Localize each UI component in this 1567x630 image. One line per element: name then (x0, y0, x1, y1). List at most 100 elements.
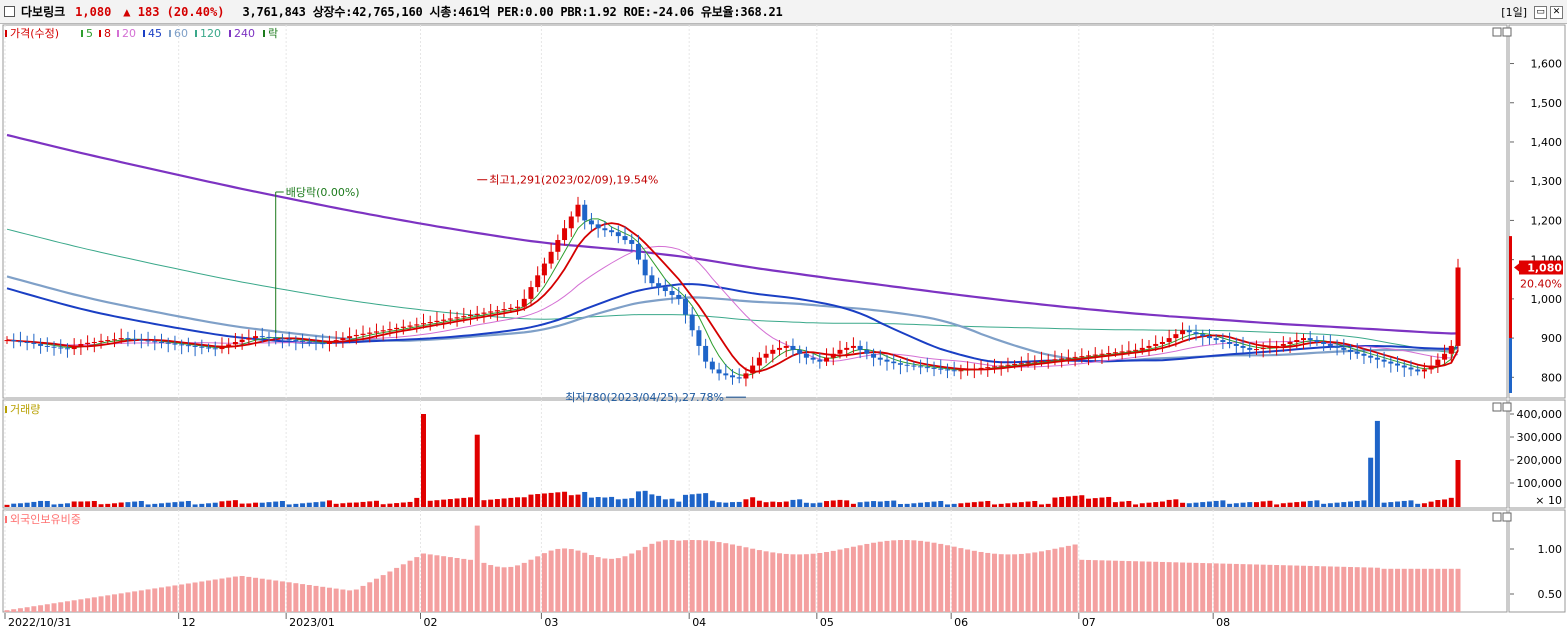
candle-body (333, 340, 339, 343)
candle-body (736, 377, 742, 379)
volume-bar (965, 502, 971, 507)
foreign-ownership-bar (172, 585, 178, 612)
y-tick-label: 800 (1541, 371, 1562, 384)
volume-bar (1072, 495, 1078, 507)
grid-layer (2, 24, 1566, 613)
candle-body (629, 240, 635, 244)
foreign-ownership-bar (105, 595, 111, 612)
vol-y-tick-label: 100,000 (1517, 477, 1563, 490)
volume-bar (441, 499, 447, 507)
candle-body (468, 314, 474, 317)
volume-bar (64, 503, 70, 507)
candle-body (367, 332, 373, 334)
volume-bar (743, 499, 749, 507)
candle-body (414, 324, 420, 326)
foreign-ownership-bar (951, 546, 957, 612)
volume-bar (78, 501, 84, 507)
foreign-ownership-bar (1368, 567, 1374, 612)
candle-body (985, 367, 991, 369)
volume-bar (642, 490, 648, 507)
volume-panel[interactable] (4, 414, 1461, 507)
candle-body (1274, 345, 1280, 347)
candle-body (488, 311, 494, 313)
volume-bar (306, 502, 312, 507)
volume-bar (1153, 502, 1159, 507)
volume-bar (1455, 460, 1461, 507)
foreign-ownership-bar (850, 546, 856, 612)
volume-bar (1086, 498, 1092, 507)
volume-bar (1193, 502, 1199, 507)
foreign-ownership-bar (1052, 548, 1058, 612)
volume-bar (918, 502, 924, 507)
candle-body (709, 361, 715, 370)
volume-bar (501, 498, 507, 507)
legend-swatch (117, 30, 119, 37)
legend-swatch (263, 30, 265, 37)
y-tick-label: 1,500 (1531, 97, 1563, 110)
price-panel[interactable]: 최고1,291(2023/02/09),19.54% 최저780(2023/04/… (4, 133, 1461, 404)
candle-body (830, 353, 836, 358)
foreign-ownership-bar (1395, 568, 1401, 612)
volume-bar (615, 499, 621, 507)
volume-bar (1247, 502, 1253, 507)
foreign-ownership-bar (884, 540, 890, 612)
foreign-ownership-bar (662, 540, 668, 612)
volume-bar (797, 499, 803, 507)
maximize-button[interactable]: ▭ (1534, 5, 1547, 19)
candle-body (273, 337, 279, 339)
foreign-ownership-panel[interactable] (4, 525, 1461, 612)
panel-min-icon (1492, 402, 1502, 412)
foreign-ownership-bar (716, 542, 722, 612)
volume-bar (125, 502, 131, 507)
candle-body (313, 342, 319, 344)
volume-bar (1294, 502, 1300, 507)
foreign-ownership-bar (152, 588, 158, 612)
volume-bar (226, 500, 232, 507)
candle-body (1005, 364, 1011, 366)
volume-bar (998, 503, 1004, 507)
foreign-ownership-bar (286, 582, 292, 612)
candle-body (125, 338, 131, 340)
select-checkbox[interactable] (4, 6, 15, 17)
volume-bar (1112, 502, 1118, 507)
candle-body (91, 342, 97, 344)
foreign-ownership-bar (85, 598, 91, 612)
foreign-ownership-bar (1415, 568, 1421, 612)
candle-body (622, 236, 628, 241)
foreign-ownership-bar (595, 557, 601, 612)
foreign-ownership-bar (1119, 560, 1125, 612)
candle-body (1180, 330, 1186, 335)
volume-bar (1388, 502, 1394, 507)
volume-bar (152, 503, 158, 507)
candle-body (723, 373, 729, 376)
foreign-ownership-bar (24, 607, 30, 612)
volume-panel-frame (2, 399, 1508, 509)
candle-body (1374, 357, 1380, 360)
candle-body (1025, 362, 1031, 364)
x-tick-label: 02 (423, 616, 437, 629)
period-selector[interactable]: [1일] (1501, 6, 1527, 19)
candle-body (427, 322, 433, 324)
volume-bar (279, 500, 285, 507)
foreign-ownership-bar (689, 540, 695, 612)
candle-body (1106, 352, 1112, 354)
volume-bar (864, 501, 870, 507)
candle-body (609, 230, 615, 233)
foreign-ownership-bar (1025, 553, 1031, 612)
volume-bar (1186, 503, 1192, 507)
volume-bar (91, 500, 97, 507)
candle-body (528, 287, 534, 299)
foreign-ownership-bar (528, 559, 534, 612)
close-button[interactable]: ✕ (1550, 5, 1563, 19)
volume-bar (468, 497, 474, 507)
foreign-ownership-bar (669, 540, 675, 612)
foreign-ownership-bar (78, 599, 84, 612)
current-price-pointer (1514, 263, 1519, 272)
volume-bar (703, 493, 709, 507)
candle-body (1146, 345, 1152, 348)
volume-bar (266, 502, 272, 507)
candle-body (803, 353, 809, 358)
candle-body (797, 349, 803, 354)
candle-body (743, 373, 749, 379)
